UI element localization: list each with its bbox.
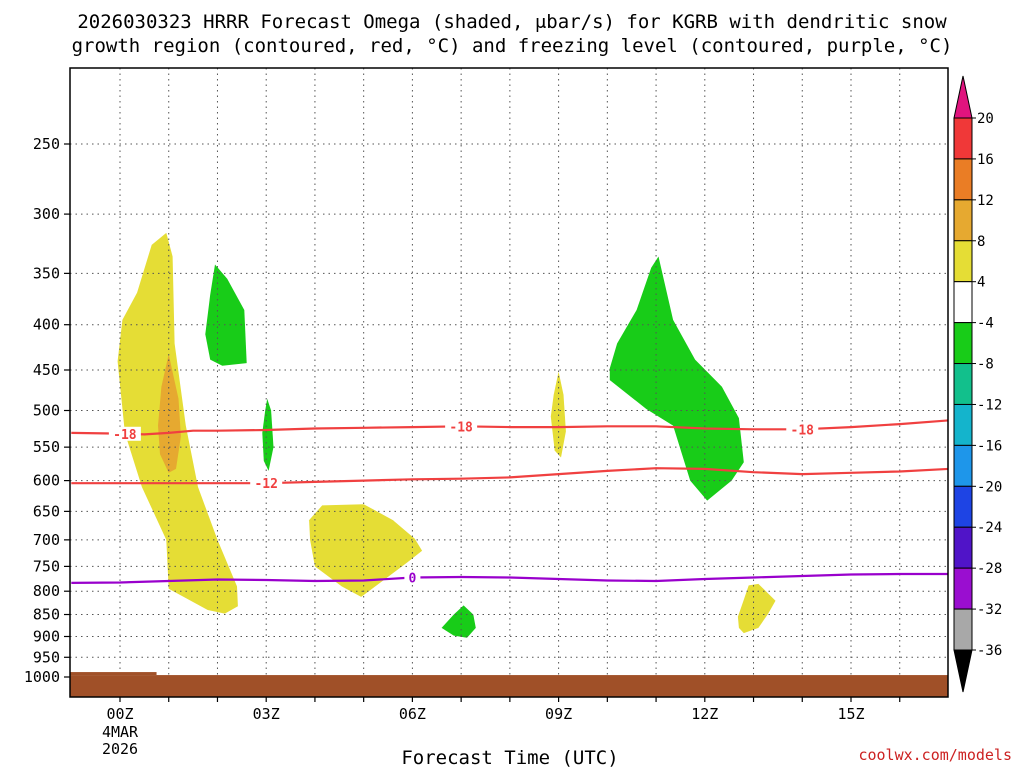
contour-label-freezing-level-0: 0 xyxy=(408,572,416,587)
contour-lines: -18 -18 -18 -12 0 xyxy=(71,419,948,587)
colorbar-bin-8-to-12 xyxy=(953,199,973,242)
x-tick-label-06Z: 06Z xyxy=(399,705,426,723)
x-axis-title: Forecast Time (UTC) xyxy=(401,747,618,768)
omega-region-green-blob-7z xyxy=(441,605,476,638)
contour-label-bg-freezing-level-0 xyxy=(404,570,421,585)
contour-label-dgz-bottom-0: -12 xyxy=(254,477,277,492)
chart-title-line-1: 2026030323 HRRR Forecast Omega (shaded, … xyxy=(77,11,947,33)
contour-label-dgz-top-1: -18 xyxy=(449,420,473,435)
colorbar-label-6: -8 xyxy=(977,357,994,373)
contour-label-bg-dgz-top-1 xyxy=(445,419,478,434)
y-tick-label-450: 450 xyxy=(33,361,60,379)
y-tick-label-750: 750 xyxy=(33,557,60,575)
y-tick-label-850: 850 xyxy=(33,606,60,624)
contour-dgz-bottom xyxy=(71,467,948,485)
colorbar-bottom-arrow xyxy=(953,649,973,693)
y-tick-label-700: 700 xyxy=(33,531,60,549)
colorbar-bin--28-to--24 xyxy=(953,526,973,569)
contour-label-bg-dgz-bottom-0 xyxy=(250,476,283,491)
omega-region-green-blob-2z xyxy=(205,264,247,366)
colorbar-label-1: 16 xyxy=(977,152,994,168)
y-tick-label-600: 600 xyxy=(33,472,60,490)
colorbar-label-2: 12 xyxy=(977,193,994,209)
ground-step xyxy=(70,672,157,676)
credit-text: coolwx.com/models xyxy=(858,746,1012,764)
colorbar-label-4: 4 xyxy=(977,275,985,291)
colorbar-label-3: 8 xyxy=(977,234,985,250)
y-tick-label-250: 250 xyxy=(33,135,60,153)
colorbar-label-7: -12 xyxy=(977,397,1002,413)
colorbar: 20 16 12 8 4 -4 -8 -12 -16 -20 -24 -28 -32 -36 xyxy=(953,75,1002,693)
omega-region-yellow-blob-4z xyxy=(309,504,423,597)
contour-label-dgz-top-2: -18 xyxy=(791,423,815,438)
colorbar-bin-16-to-20 xyxy=(953,117,973,160)
colorbar-bin--4-to-4 xyxy=(953,281,973,324)
colorbar-bin--32-to--28 xyxy=(953,567,973,610)
colorbar-label-9: -20 xyxy=(977,479,1002,495)
omega-region-green-plume-11z xyxy=(609,256,744,501)
ground-fill xyxy=(70,675,948,697)
x-tick-label-15Z: 15Z xyxy=(837,705,864,723)
y-axis: 250 300 350 400 450 500 550 600 650 700 750 800 850 9… xyxy=(24,135,70,686)
y-tick-label-650: 650 xyxy=(33,502,60,520)
y-tick-label-300: 300 xyxy=(33,205,60,223)
y-tick-label-350: 350 xyxy=(33,264,60,282)
y-tick-label-550: 550 xyxy=(33,438,60,456)
colorbar-bin--24-to--20 xyxy=(953,485,973,528)
y-tick-label-1000: 1000 xyxy=(24,668,60,686)
colorbar-label-13: -36 xyxy=(977,643,1002,659)
ground-layer xyxy=(70,672,948,697)
colorbar-label-5: -4 xyxy=(977,316,994,332)
plot-frame xyxy=(69,67,949,698)
chart-title-line-2: growth region (contoured, red, °C) and f… xyxy=(72,35,953,57)
colorbar-bin--12-to--8 xyxy=(953,363,973,405)
x-tick-label-12Z: 12Z xyxy=(691,705,718,723)
colorbar-top-arrow xyxy=(953,75,973,119)
x-tick-label-03Z: 03Z xyxy=(253,705,280,723)
omega-region-orange-core-0z xyxy=(158,354,181,473)
colorbar-bin-4-to-8 xyxy=(953,240,973,283)
contour-label-bg-dgz-top-2 xyxy=(786,422,819,437)
omega-region-yellow-blob-13z xyxy=(737,583,776,634)
y-tick-label-950: 950 xyxy=(33,648,60,666)
colorbar-bin--20-to--16 xyxy=(953,444,973,487)
colorbar-bin-12-to-16 xyxy=(953,158,973,201)
contour-label-dgz-top-0: -18 xyxy=(113,428,137,443)
colorbar-bin--16-to--12 xyxy=(953,403,973,446)
x-axis: 00Z 03Z 06Z 09Z 12Z 15Z xyxy=(106,697,901,723)
date-label-day: 4MAR xyxy=(102,723,139,741)
omega-region-green-sliver-3z xyxy=(262,398,274,471)
contour-label-bg-dgz-top-0 xyxy=(108,426,141,441)
date-label-year: 2026 xyxy=(102,740,138,758)
contour-freezing-level xyxy=(71,572,948,584)
colorbar-bin--36-to--32 xyxy=(953,608,973,651)
colorbar-label-0: 20 xyxy=(977,111,994,127)
x-tick-label-00Z: 00Z xyxy=(106,705,133,723)
grid-lines xyxy=(70,68,948,697)
colorbar-label-8: -16 xyxy=(977,438,1002,454)
y-tick-label-400: 400 xyxy=(33,316,60,334)
y-tick-label-900: 900 xyxy=(33,627,60,645)
omega-shading xyxy=(117,232,776,638)
colorbar-bin--8-to--4 xyxy=(953,322,973,365)
x-tick-label-09Z: 09Z xyxy=(545,705,572,723)
y-tick-label-500: 500 xyxy=(33,402,60,420)
colorbar-label-11: -28 xyxy=(977,561,1002,577)
colorbar-label-12: -32 xyxy=(977,602,1002,618)
colorbar-label-10: -24 xyxy=(977,520,1002,536)
y-tick-label-800: 800 xyxy=(33,582,60,600)
